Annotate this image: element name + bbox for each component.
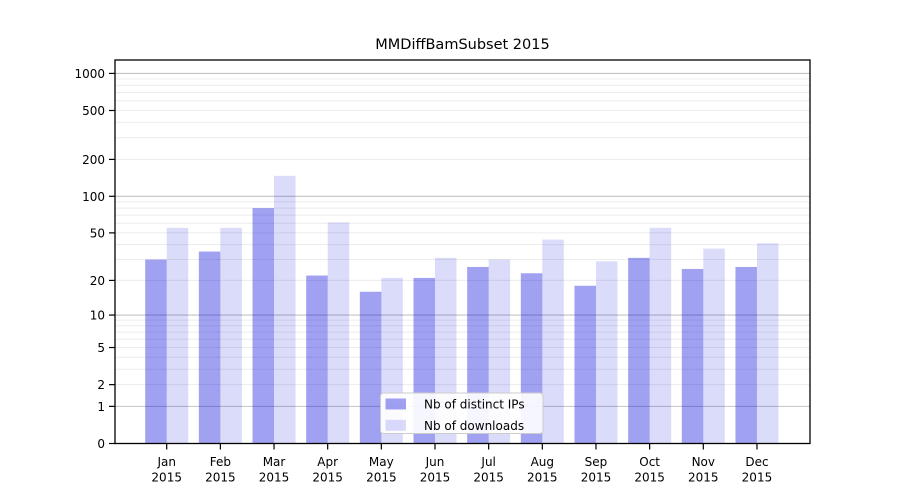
x-tick-label-year-mar: 2015 [259,471,290,485]
x-tick-label-year-dec: 2015 [742,471,773,485]
x-tick-label-year-oct: 2015 [634,471,665,485]
x-tick-label-year-sep: 2015 [581,471,612,485]
plot-border [114,59,811,445]
bar-nb-of-distinct-ips-jan [145,259,167,444]
y-tick-label-1000: 1000 [74,67,105,81]
legend-box [380,392,544,434]
x-tick-label-nov: Nov [692,455,715,469]
x-tick-label-year-aug: 2015 [527,471,558,485]
x-tick-label-apr: Apr [317,455,338,469]
y-tick-label-200: 200 [82,153,105,167]
bar-nb-of-downloads-jan [166,227,189,444]
bar-nb-of-distinct-ips-mar [252,208,275,444]
x-tick-label-jan: Jan [156,455,176,469]
x-tick-label-jul: Jul [480,455,495,469]
legend-label-nb-of-downloads: Nb of downloads [424,419,524,433]
y-tick-label-20: 20 [90,274,105,288]
legend-swatch-nb-of-distinct-ips [385,398,406,410]
y-tick-label-10: 10 [90,309,105,323]
x-tick-label-year-apr: 2015 [312,471,343,485]
y-tick-label-100: 100 [82,190,105,204]
x-tick-label-oct: Oct [639,455,660,469]
bar-nb-of-downloads-nov [703,248,725,444]
y-tick-label-0: 0 [97,437,105,451]
bar-nb-of-downloads-dec [756,243,779,444]
bar-nb-of-distinct-ips-apr [306,275,328,444]
x-tick-label-sep: Sep [585,455,608,469]
y-tick-label-2: 2 [97,378,105,392]
bar-nb-of-downloads-feb [220,227,242,444]
x-tick-label-feb: Feb [210,455,231,469]
bar-nb-of-downloads-oct [649,227,672,444]
x-tick-label-year-feb: 2015 [205,471,236,485]
x-tick-label-year-jun: 2015 [420,471,451,485]
x-tick-label-year-nov: 2015 [688,471,719,485]
x-tick-label-year-may: 2015 [366,471,397,485]
x-tick-label-year-jul: 2015 [473,471,504,485]
legend-label-nb-of-distinct-ips: Nb of distinct IPs [424,398,525,412]
bar-nb-of-distinct-ips-sep [574,285,596,444]
legend-swatch-nb-of-downloads [385,419,406,431]
bar-nb-of-distinct-ips-oct [628,257,650,444]
bar-nb-of-downloads-aug [542,239,564,444]
bar-nb-of-downloads-sep [595,261,618,444]
x-tick-label-dec: Dec [745,455,768,469]
chart-title: MMDiffBamSubset 2015 [375,37,550,53]
bar-nb-of-distinct-ips-may [359,291,382,444]
y-tick-label-50: 50 [90,226,105,240]
x-tick-label-jun: Jun [425,455,445,469]
x-tick-label-aug: Aug [531,455,554,469]
bar-nb-of-distinct-ips-nov [681,268,704,444]
x-tick-label-year-jan: 2015 [151,471,182,485]
bar-nb-of-distinct-ips-dec [735,266,757,444]
y-tick-label-5: 5 [97,341,105,355]
x-tick-label-mar: Mar [263,455,286,469]
y-tick-label-500: 500 [82,104,105,118]
bar-nb-of-distinct-ips-feb [198,251,221,444]
bar-nb-of-downloads-mar [274,175,296,444]
bar-nb-of-downloads-apr [327,222,350,444]
y-tick-label-1: 1 [97,400,105,414]
x-tick-label-may: May [369,455,394,469]
